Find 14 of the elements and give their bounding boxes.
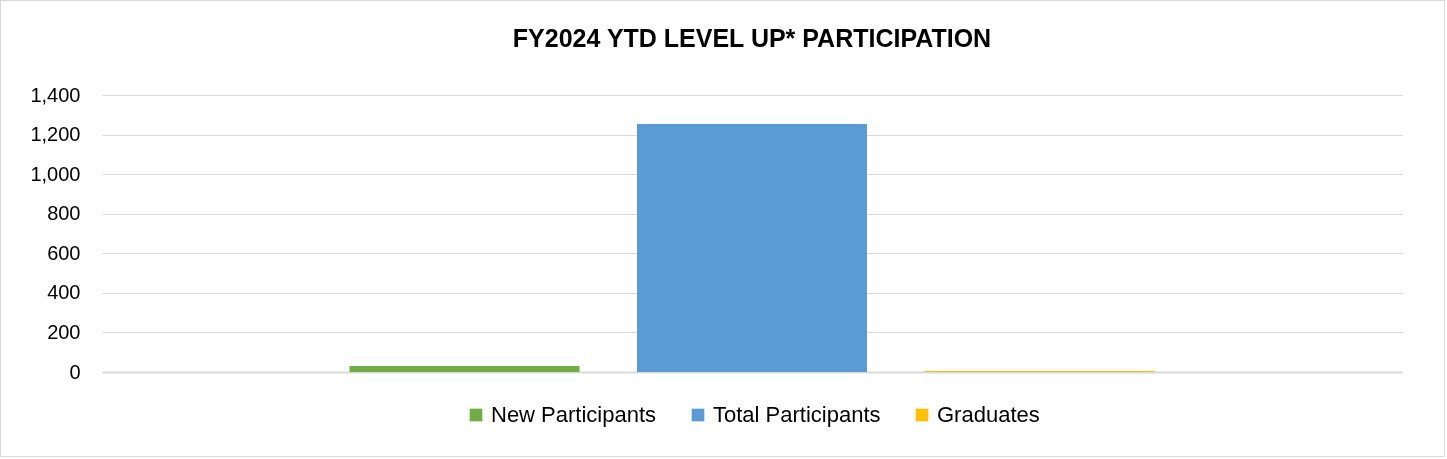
bar — [637, 123, 867, 372]
y-tick-label: 800 — [47, 202, 81, 225]
chart-title: FY2024 YTD LEVEL UP* PARTICIPATION — [512, 24, 992, 52]
y-tick-label: 400 — [47, 281, 81, 304]
y-tick-label: 600 — [47, 241, 81, 264]
legend-label: New Participants — [491, 402, 657, 427]
legend-label: Graduates — [937, 402, 1040, 427]
legend-label: Total Participants — [713, 402, 881, 427]
bar — [349, 366, 580, 372]
y-tick-label: 0 — [69, 360, 81, 383]
y-tick-label: 1,000 — [30, 162, 81, 185]
y-tick-label: 1,400 — [30, 83, 81, 106]
y-tick-label: 200 — [47, 320, 81, 343]
y-tick-label: 1,200 — [30, 123, 81, 146]
